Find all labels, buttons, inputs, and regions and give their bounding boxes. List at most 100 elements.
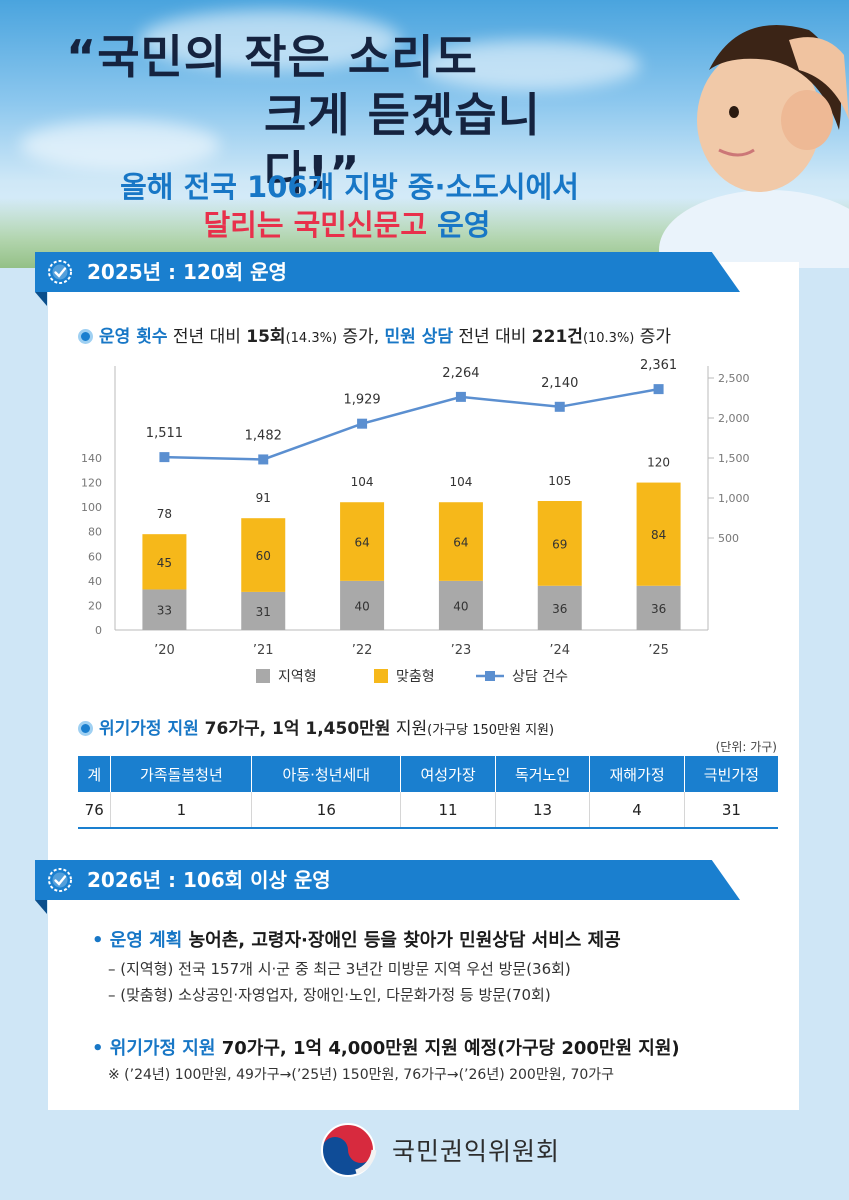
x-tick-label: ’22 bbox=[352, 643, 373, 658]
crisis-amount: 76가구, 1억 1,450만원 bbox=[198, 719, 391, 739]
crisis-household-table: 계 가족돌봄청년 아동·청년세대 여성가장 독거노인 재해가정 극빈가정 76 … bbox=[78, 756, 778, 829]
bar-custom bbox=[142, 534, 187, 590]
y-left-tick-label: 140 bbox=[81, 452, 102, 465]
plan-1: • 운영 계획 농어촌, 고령자·장애인 등을 찾아가 민원상담 서비스 제공 bbox=[92, 926, 621, 952]
bar-custom bbox=[636, 482, 681, 586]
x-tick-label: ’23 bbox=[451, 643, 472, 658]
section-2026-band: 2026년 : 106회 이상 운영 bbox=[35, 860, 740, 900]
summary-pct-2: (10.3%) bbox=[582, 331, 635, 346]
subheadline-line-2: 달리는 국민신문고 운영 bbox=[0, 206, 849, 244]
consultation-label: 2,140 bbox=[541, 376, 578, 391]
table-cell: 13 bbox=[495, 792, 591, 829]
content-panel bbox=[48, 262, 799, 1110]
summary-label-1: 운영 횟수 bbox=[99, 327, 168, 347]
footer-logo: 국민권익위원회 bbox=[318, 1120, 578, 1180]
x-tick-label: ’24 bbox=[549, 643, 570, 658]
y-left-tick-label: 20 bbox=[88, 599, 102, 612]
plan-2: • 위기가정 지원 70가구, 1억 4,000만원 지원 예정(가구당 200… bbox=[92, 1034, 680, 1060]
summary-pct-1: (14.3%) bbox=[285, 331, 338, 346]
bar-regional bbox=[438, 580, 483, 630]
table-cell: 11 bbox=[400, 792, 496, 829]
bar-total-label: 78 bbox=[157, 507, 172, 521]
subheadline-line-1: 올해 전국 106개 지방 중·소도시에서 bbox=[120, 170, 579, 204]
y-left-tick-label: 100 bbox=[81, 501, 102, 514]
x-tick-label: ’21 bbox=[253, 643, 274, 658]
subheadline-suffix: 운영 bbox=[427, 208, 491, 242]
bar-regional bbox=[537, 585, 582, 630]
bar-regional bbox=[636, 585, 681, 630]
y-right-tick-label: 2,000 bbox=[718, 412, 750, 425]
section-2025-band: 2025년 : 120회 운영 bbox=[35, 252, 740, 292]
bar-regional-label: 31 bbox=[256, 605, 271, 619]
plan-1-text: 농어촌, 고령자·장애인 등을 찾아가 민원상담 서비스 제공 bbox=[182, 930, 621, 951]
table-cell: 76 bbox=[78, 792, 112, 829]
y-right-tick-label: 1,000 bbox=[718, 492, 750, 505]
headline-line-1: “국민의 작은 소리도 bbox=[66, 30, 478, 84]
summary-num-1: 15회 bbox=[246, 327, 286, 347]
table-cell: 16 bbox=[251, 792, 402, 829]
table-header-cell: 가족돌봄청년 bbox=[110, 756, 253, 792]
bar-regional bbox=[340, 580, 385, 630]
bar-total-label: 104 bbox=[449, 475, 472, 489]
crisis-label: 위기가정 지원 bbox=[99, 719, 199, 739]
y-right-tick-label: 1,500 bbox=[718, 452, 750, 465]
summary-line: 운영 횟수 전년 대비 15회(14.3%) 증가, 민원 상담 전년 대비 2… bbox=[78, 322, 671, 347]
bar-custom bbox=[340, 502, 385, 581]
consultation-label: 2,264 bbox=[442, 366, 479, 381]
headline-line-2: 크게 듣겠습니다!” bbox=[264, 88, 541, 200]
table-header-row: 계 가족돌봄청년 아동·청년세대 여성가장 독거노인 재해가정 극빈가정 bbox=[78, 756, 778, 792]
section-2025-title: 2025년 : 120회 운영 bbox=[87, 260, 287, 284]
bar-custom-label: 69 bbox=[552, 537, 567, 551]
bar-custom bbox=[438, 502, 483, 581]
y-left-tick-label: 0 bbox=[95, 624, 102, 637]
legend-label-consult: 상담 건수 bbox=[512, 669, 568, 685]
crisis-support-line: 위기가정 지원 76가구, 1억 1,450만원 지원(가구당 150만원 지원… bbox=[78, 714, 554, 739]
summary-text-1: 전년 대비 bbox=[167, 327, 247, 347]
legend-marker bbox=[485, 671, 495, 681]
table-header-cell: 여성가장 bbox=[400, 756, 496, 792]
bar-total-label: 105 bbox=[548, 474, 571, 488]
bullet-icon bbox=[78, 329, 93, 344]
bar-regional bbox=[142, 589, 187, 630]
bar-custom bbox=[537, 501, 582, 586]
table-header-cell: 계 bbox=[78, 756, 112, 792]
table-cell: 31 bbox=[684, 792, 778, 829]
legend-label-regional: 지역형 bbox=[278, 669, 317, 685]
bullet-icon: • bbox=[92, 930, 104, 951]
y-left-tick-label: 120 bbox=[81, 477, 102, 490]
y-left-tick-label: 40 bbox=[88, 575, 102, 588]
crisis-tail: 지원 bbox=[390, 719, 428, 739]
legend-swatch-custom bbox=[374, 669, 388, 683]
bar-total-label: 91 bbox=[256, 491, 271, 505]
consultation-label: 1,511 bbox=[146, 426, 183, 441]
bar-regional-label: 33 bbox=[157, 604, 172, 618]
bar-regional-label: 40 bbox=[453, 599, 468, 613]
x-tick-label: ’25 bbox=[648, 643, 669, 658]
section-2026-title: 2026년 : 106회 이상 운영 bbox=[87, 868, 331, 892]
crisis-note: (가구당 150만원 지원) bbox=[427, 723, 555, 738]
consultation-point bbox=[554, 401, 565, 412]
summary-label-2: 민원 상담 bbox=[384, 327, 454, 347]
plan-1-label: 운영 계획 bbox=[109, 930, 183, 951]
unit-note: (단위: 가구) bbox=[715, 740, 777, 754]
bar-custom bbox=[241, 518, 286, 592]
check-badge-icon bbox=[48, 260, 72, 284]
bar-regional-label: 36 bbox=[552, 602, 567, 616]
bar-custom-label: 84 bbox=[651, 528, 666, 542]
check-badge-icon bbox=[48, 868, 72, 892]
bar-custom-label: 64 bbox=[453, 536, 468, 550]
consultation-point bbox=[258, 454, 269, 465]
bar-regional bbox=[241, 591, 286, 630]
bar-custom-label: 45 bbox=[157, 556, 172, 570]
bar-custom-label: 64 bbox=[354, 536, 369, 550]
y-right-tick-label: 2,500 bbox=[718, 372, 750, 385]
summary-text-3: 전년 대비 bbox=[453, 327, 532, 347]
consultation-label: 1,929 bbox=[343, 393, 380, 408]
bar-total-label: 120 bbox=[647, 456, 670, 470]
plan-2-note: ※ (’24년) 100만원, 49가구→(’25년) 150만원, 76가구→… bbox=[108, 1067, 615, 1083]
consultation-label: 2,361 bbox=[640, 358, 677, 373]
table-cell: 4 bbox=[589, 792, 685, 829]
consultation-line bbox=[164, 387, 659, 461]
y-left-tick-label: 80 bbox=[88, 526, 102, 539]
summary-text-2: 증가, bbox=[337, 327, 385, 347]
